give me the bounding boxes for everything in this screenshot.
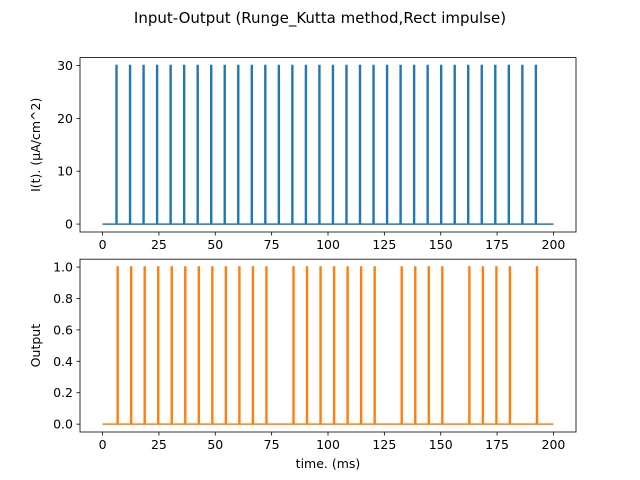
output-x-tick-label: 200 (542, 437, 566, 452)
output-panel: 0 25 50 75 100 125 150 175 200 0.0 0.2 0.4 0.6 0.8 1.0… (28, 258, 577, 471)
input-x-tick-label: 100 (316, 237, 340, 252)
output-y-axis-label: Output (28, 324, 43, 368)
input-current-panel: 0 25 50 75 100 125 150 175 200 0 10 20 30 I(t). (μA/c… (28, 57, 577, 252)
output-y-tick-label: 1.0 (53, 260, 73, 275)
output-y-tick-label: 0.8 (53, 291, 73, 306)
output-x-tick-label: 75 (264, 437, 280, 452)
output-x-tick-label: 25 (151, 437, 167, 452)
output-y-tick-label: 0.0 (53, 417, 73, 432)
output-y-tick-label: 0.6 (53, 322, 73, 337)
input-x-tick-label: 200 (542, 237, 566, 252)
output-x-tick-label: 50 (207, 437, 223, 452)
input-series-line-0 (102, 64, 554, 225)
output-series-line-0 (102, 266, 554, 425)
output-x-tick-label: 125 (372, 437, 396, 452)
output-x-tick-label: 100 (316, 437, 340, 452)
figure-suptitle: Input-Output (Runge_Kutta method,Rect im… (134, 9, 506, 28)
output-x-axis-label: time. (ms) (296, 456, 361, 471)
output-x-tick-label: 175 (485, 437, 509, 452)
input-y-axis-label: I(t). (μA/cm^2) (28, 98, 43, 192)
input-y-tick-label: 10 (57, 164, 73, 179)
input-x-tick-label: 150 (429, 237, 453, 252)
input-y-tick-label: 30 (57, 58, 73, 73)
output-y-tick-label: 0.4 (53, 354, 73, 369)
input-axes-frame (79, 57, 577, 233)
input-x-tick-label: 25 (151, 237, 167, 252)
input-y-tick-label: 0 (65, 217, 73, 232)
output-axes-frame (79, 258, 577, 433)
input-x-tick-label: 175 (485, 237, 509, 252)
output-x-tick-label: 0 (99, 437, 107, 452)
input-x-tick-label: 50 (207, 237, 223, 252)
output-y-tick-label: 0.2 (53, 385, 73, 400)
output-x-tick-label: 150 (429, 437, 453, 452)
input-x-tick-label: 75 (264, 237, 280, 252)
input-x-tick-label: 125 (372, 237, 396, 252)
input-x-tick-label: 0 (99, 237, 107, 252)
input-y-tick-label: 20 (57, 111, 73, 126)
